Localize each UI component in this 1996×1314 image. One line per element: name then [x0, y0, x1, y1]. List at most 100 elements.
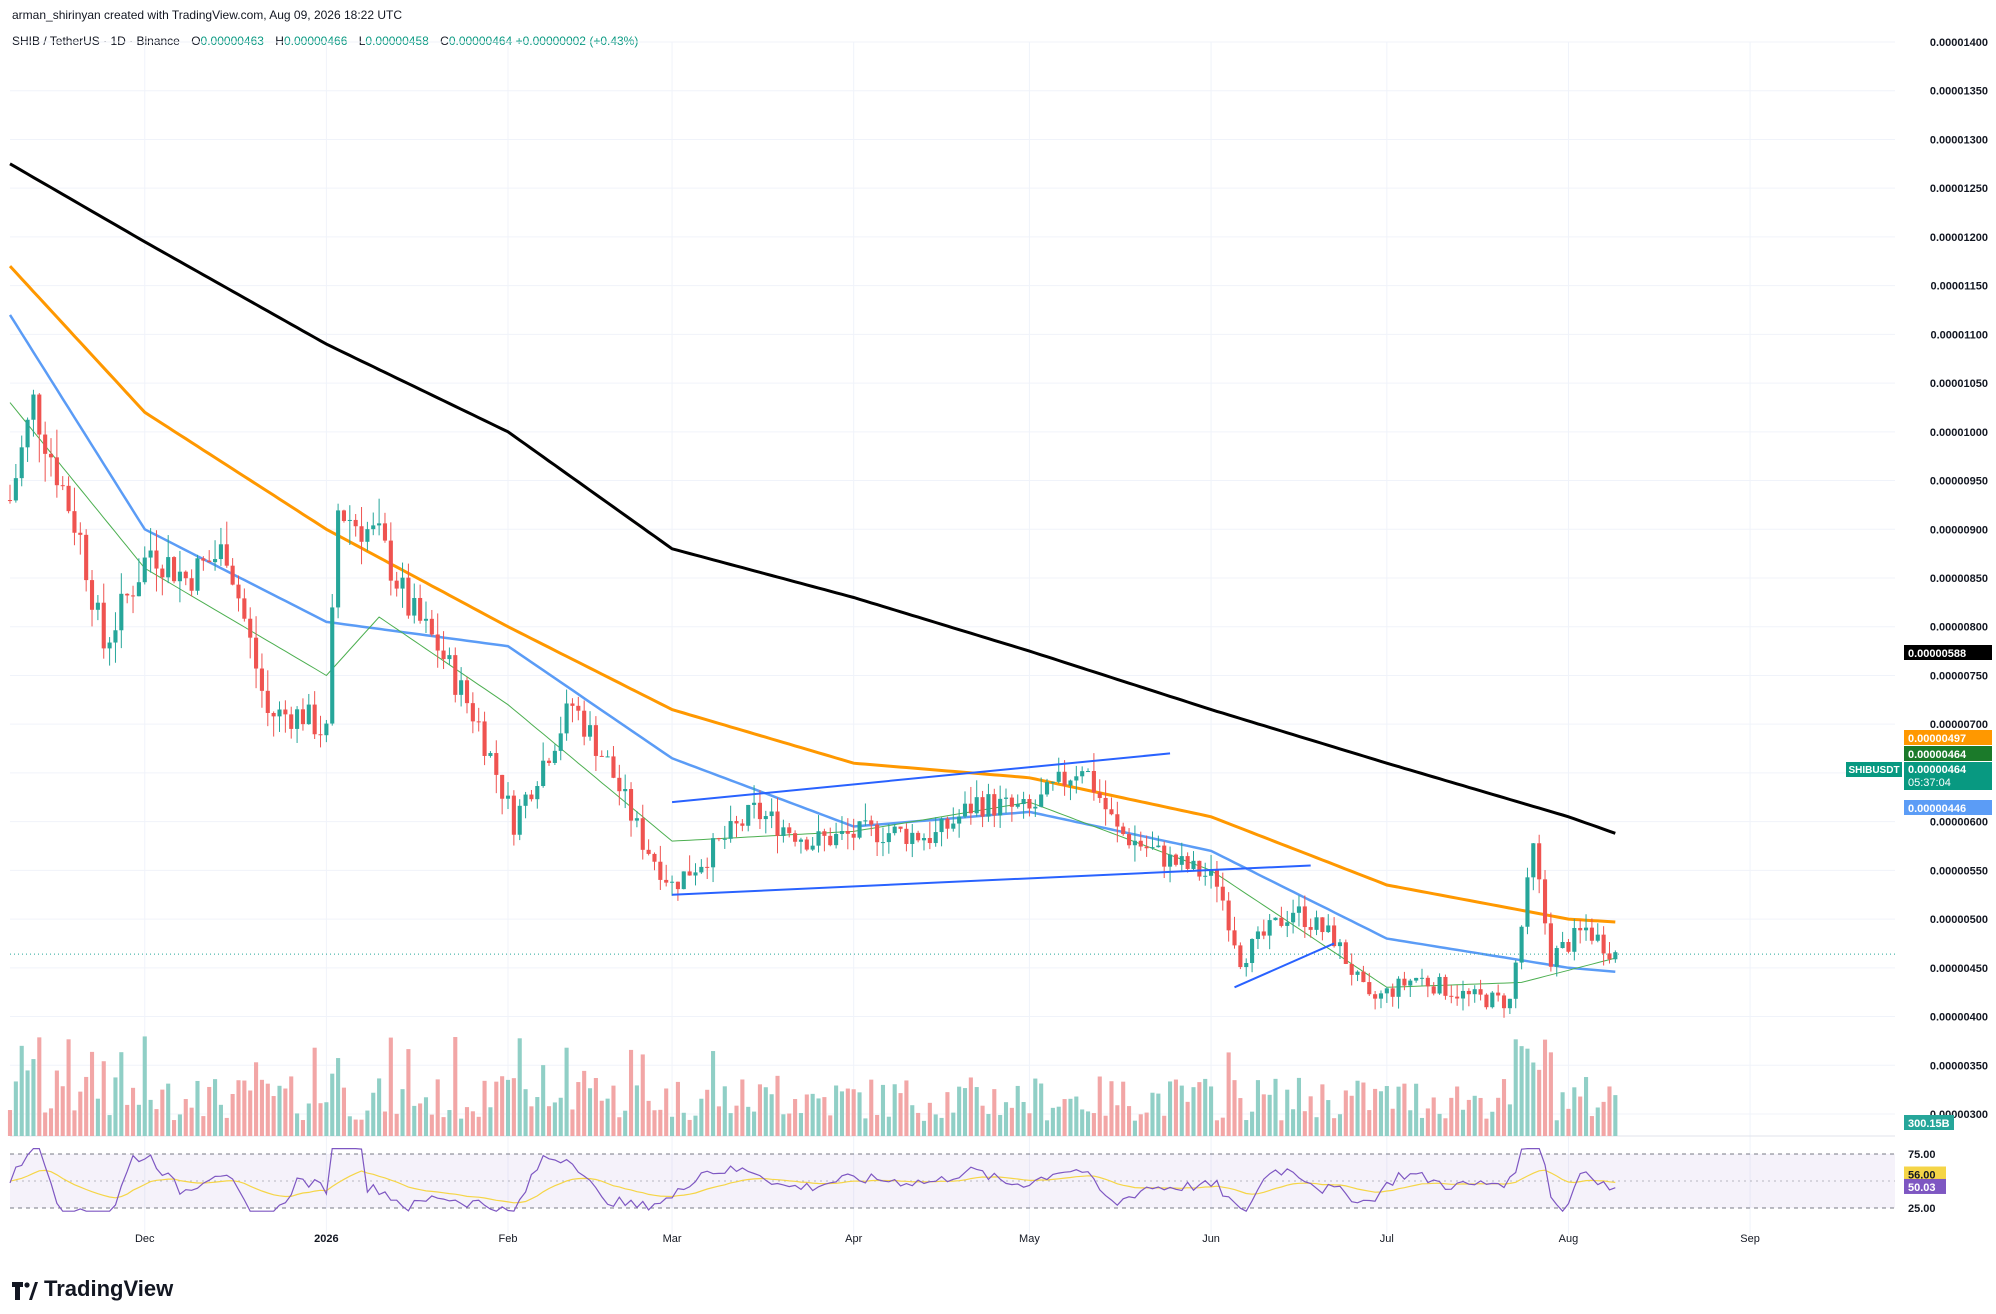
candle-body[interactable] — [1601, 934, 1606, 954]
candle-body[interactable] — [546, 760, 552, 763]
trendline[interactable] — [671, 752, 1171, 804]
candle-body[interactable] — [336, 510, 341, 608]
candle-body[interactable] — [19, 447, 24, 479]
candle-body[interactable] — [1009, 797, 1014, 807]
candle-body[interactable] — [1554, 948, 1559, 967]
candle-body[interactable] — [1173, 854, 1178, 865]
candle-body[interactable] — [933, 832, 938, 844]
candle-body[interactable] — [1496, 992, 1501, 996]
candle-body[interactable] — [377, 523, 382, 526]
candle-body[interactable] — [570, 703, 575, 706]
candle-body[interactable] — [300, 709, 305, 725]
candle-body[interactable] — [875, 824, 880, 843]
candle-body[interactable] — [289, 714, 294, 729]
candle-body[interactable] — [1185, 856, 1190, 869]
candle-body[interactable] — [1519, 926, 1524, 963]
candle-body[interactable] — [1337, 942, 1343, 947]
candle-body[interactable] — [1578, 927, 1583, 931]
candle-body[interactable] — [423, 618, 429, 621]
candle-body[interactable] — [382, 523, 388, 541]
candle-body[interactable] — [1501, 995, 1507, 1009]
candle-body[interactable] — [1109, 809, 1114, 815]
candle-body[interactable] — [441, 650, 446, 660]
candle-body[interactable] — [851, 833, 856, 838]
candle-body[interactable] — [1396, 978, 1401, 997]
candle-body[interactable] — [1144, 846, 1149, 849]
candle-body[interactable] — [318, 734, 323, 736]
trendlines[interactable] — [671, 752, 1335, 989]
candle-body[interactable] — [224, 544, 229, 566]
candle-body[interactable] — [968, 803, 973, 814]
candle-body[interactable] — [1308, 927, 1313, 930]
candle-body[interactable] — [1560, 942, 1565, 949]
candle-body[interactable] — [1478, 989, 1483, 995]
candle-body[interactable] — [558, 733, 563, 751]
candle-body[interactable] — [25, 419, 30, 448]
candle-body[interactable] — [1525, 877, 1530, 927]
candle-body[interactable] — [1460, 990, 1466, 999]
candle-body[interactable] — [201, 558, 206, 561]
candle-body[interactable] — [1332, 925, 1337, 947]
candle-body[interactable] — [394, 580, 399, 589]
candle-body[interactable] — [1121, 826, 1126, 835]
candle-body[interactable] — [1085, 771, 1091, 773]
candle-body[interactable] — [986, 794, 991, 817]
candle-body[interactable] — [916, 832, 921, 841]
candle-body[interactable] — [505, 795, 511, 799]
tradingview-logo[interactable]: TradingView — [12, 1276, 173, 1302]
candle-body[interactable] — [529, 794, 534, 800]
price-chart[interactable]: 75.00 56.0050.03 25.00 0.00001400 0.0000135… — [0, 0, 1996, 1260]
candle-body[interactable] — [1285, 922, 1290, 926]
candle-body[interactable] — [48, 453, 54, 458]
candle-body[interactable] — [1244, 962, 1249, 968]
candle-body[interactable] — [582, 710, 587, 737]
candle-body[interactable] — [265, 690, 270, 713]
candle-body[interactable] — [1542, 879, 1548, 924]
candle-body[interactable] — [910, 832, 915, 844]
candle-body[interactable] — [640, 818, 645, 850]
candle-body[interactable] — [599, 755, 604, 757]
candle-body[interactable] — [1138, 840, 1143, 847]
candle-body[interactable] — [1191, 860, 1196, 869]
candle-body[interactable] — [1132, 840, 1137, 846]
candle-body[interactable] — [681, 871, 686, 890]
candle-body[interactable] — [623, 789, 628, 792]
candle-body[interactable] — [242, 598, 247, 619]
candle-body[interactable] — [957, 816, 962, 824]
candle-body[interactable] — [353, 519, 358, 527]
candle-body[interactable] — [664, 879, 669, 883]
candle-body[interactable] — [341, 510, 347, 522]
candle-body[interactable] — [1097, 792, 1102, 798]
candle-body[interactable] — [998, 798, 1003, 816]
candle-body[interactable] — [1355, 971, 1360, 975]
candle-body[interactable] — [1279, 917, 1284, 926]
candle-body[interactable] — [500, 774, 505, 799]
candle-body[interactable] — [822, 831, 827, 836]
candle-body[interactable] — [1326, 925, 1331, 933]
candle-body[interactable] — [1291, 912, 1296, 923]
trendline[interactable] — [672, 864, 1311, 896]
candle-body[interactable] — [136, 582, 141, 597]
candle-body[interactable] — [1062, 771, 1067, 786]
candle-body[interactable] — [1449, 995, 1454, 997]
candle-body[interactable] — [1162, 845, 1167, 867]
candle-body[interactable] — [787, 827, 792, 834]
candle-body[interactable] — [1373, 994, 1378, 999]
candle-body[interactable] — [1607, 953, 1612, 960]
candle-body[interactable] — [324, 723, 329, 736]
candle-body[interactable] — [1384, 988, 1389, 994]
candle-body[interactable] — [1437, 976, 1442, 994]
candle-body[interactable] — [1027, 799, 1032, 809]
candle-body[interactable] — [886, 833, 891, 843]
candle-body[interactable] — [470, 703, 475, 722]
candle-body[interactable] — [1074, 776, 1079, 781]
candle-body[interactable] — [1343, 942, 1348, 964]
candle-body[interactable] — [1250, 938, 1255, 963]
candle-body[interactable] — [1226, 900, 1231, 931]
candle-body[interactable] — [1267, 920, 1272, 936]
candle-body[interactable] — [757, 802, 762, 820]
candle-body[interactable] — [869, 820, 874, 825]
candle-body[interactable] — [166, 557, 171, 578]
candle-body[interactable] — [183, 571, 188, 579]
candle-body[interactable] — [1419, 977, 1425, 979]
